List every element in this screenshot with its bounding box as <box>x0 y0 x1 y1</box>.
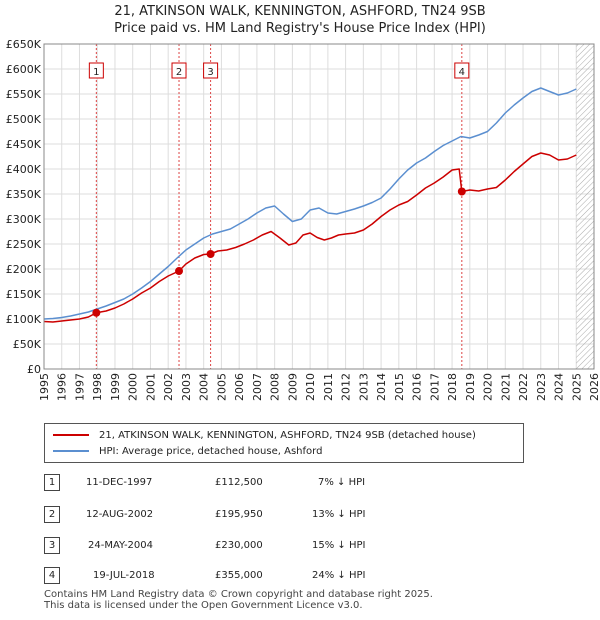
x-tick-label: 2018 <box>446 373 459 401</box>
x-tick-label: 2012 <box>340 373 353 401</box>
sale-point <box>457 187 466 196</box>
x-tick-label: 1998 <box>91 373 104 401</box>
sale-marker-box <box>454 62 470 79</box>
sale-row: 2 12-AUG-2002 £195,950 13% ↓ HPI <box>44 506 464 526</box>
x-tick-label: 2026 <box>588 373 600 401</box>
x-tick-label: 2014 <box>375 373 388 401</box>
x-tick-label: 2007 <box>251 373 264 401</box>
y-tick-label: £650K <box>6 38 42 51</box>
sale-point <box>175 267 184 276</box>
x-tick-label: 2008 <box>269 373 282 401</box>
y-tick-label: £550K <box>6 88 42 101</box>
sale-date: 11-DEC-1997 <box>86 477 153 488</box>
price-chart: 1 2 3 4 £0 £50K £100K £150K £200K £250K £300K £350… <box>6 38 600 401</box>
y-tick-label: £100K <box>6 313 42 326</box>
x-tick-label: 2023 <box>535 373 548 401</box>
chart-subtitle: Price paid vs. HM Land Registry's House … <box>114 21 486 36</box>
sale-marker-label: 4 <box>459 67 465 78</box>
legend-item-hpi: HPI: Average price, detached house, Ashf… <box>53 444 322 458</box>
y-tick-label: £450K <box>6 138 42 151</box>
legend-label-hpi: HPI: Average price, detached house, Ashf… <box>99 445 323 457</box>
sale-number: 1 <box>44 474 60 491</box>
x-tick-label: 2016 <box>411 373 424 401</box>
x-tick-label: 2010 <box>304 373 317 401</box>
sale-hpi-diff: 15% ↓ HPI <box>312 540 366 551</box>
sale-number: 4 <box>44 567 60 584</box>
x-tick-label: 2017 <box>428 373 441 401</box>
chart-legend: 21, ATKINSON WALK, KENNINGTON, ASHFORD, … <box>44 423 524 463</box>
x-tick-label: 2025 <box>570 373 583 401</box>
y-tick-label: £150K <box>6 288 42 301</box>
x-tick-label: 2003 <box>180 373 193 401</box>
x-tick-label: 2022 <box>517 373 530 401</box>
x-tick-label: 2013 <box>357 373 370 401</box>
plot-area <box>44 44 594 369</box>
x-tick-label: 2024 <box>553 373 566 401</box>
y-tick-label: £0 <box>27 363 41 376</box>
y-tick-label: £500K <box>6 113 42 126</box>
x-tick-label: 2009 <box>286 373 299 401</box>
sale-number: 3 <box>44 537 60 554</box>
footer: Contains HM Land Registry data © Crown c… <box>44 589 433 611</box>
sale-marker-label: 1 <box>93 67 99 78</box>
hatched-region <box>576 44 594 369</box>
property-price-line <box>43 152 577 323</box>
sale-point <box>206 250 215 258</box>
x-tick-label: 1999 <box>109 373 122 401</box>
sale-hpi-diff: 7% ↓ HPI <box>318 477 366 488</box>
sale-point <box>92 308 101 317</box>
x-tick-label: 2011 <box>322 373 335 401</box>
sale-marker-box <box>203 62 219 79</box>
x-tick-label: 2002 <box>162 373 175 401</box>
sale-marker-box <box>171 62 187 79</box>
sale-price: £355,000 <box>215 570 263 581</box>
y-tick-label: £350K <box>6 188 42 201</box>
sale-hpi-diff: 24% ↓ HPI <box>312 570 366 581</box>
x-tick-label: 2005 <box>215 373 228 401</box>
sale-price: £230,000 <box>215 540 263 551</box>
y-tick-label: £200K <box>6 263 42 276</box>
x-tick-label: 2001 <box>144 373 157 401</box>
x-tick-label: 1997 <box>73 373 86 401</box>
x-tick-label: 2019 <box>464 373 477 401</box>
y-tick-label: £250K <box>6 238 42 251</box>
y-tick-label: £300K <box>6 213 42 226</box>
hpi-line <box>43 87 577 320</box>
y-tick-label: £400K <box>6 163 42 176</box>
x-tick-label: 2020 <box>482 373 495 401</box>
sale-row: 1 11-DEC-1997 £112,500 7% ↓ HPI <box>44 474 464 494</box>
y-tick-label: £600K <box>6 63 42 76</box>
x-tick-label: 1996 <box>56 373 69 401</box>
sale-row: 3 24-MAY-2004 £230,000 15% ↓ HPI <box>44 537 464 557</box>
x-tick-label: 2021 <box>499 373 512 401</box>
sale-price: £112,500 <box>215 477 263 488</box>
sale-marker-box <box>88 62 104 79</box>
legend-swatch-hpi <box>53 450 89 452</box>
sale-marker-label: 2 <box>176 67 182 78</box>
chart-title: 21, ATKINSON WALK, KENNINGTON, ASHFORD, … <box>114 4 486 19</box>
sale-date: 24-MAY-2004 <box>88 540 154 551</box>
legend-label-property: 21, ATKINSON WALK, KENNINGTON, ASHFORD, … <box>99 429 476 441</box>
sale-hpi-diff: 13% ↓ HPI <box>312 509 366 520</box>
sale-marker-label: 3 <box>207 67 213 78</box>
axis-frame <box>43 43 595 370</box>
sale-date: 19-JUL-2018 <box>93 570 155 581</box>
sale-date: 12-AUG-2002 <box>86 509 154 520</box>
sale-price: £195,950 <box>215 509 263 520</box>
legend-item-property: 21, ATKINSON WALK, KENNINGTON, ASHFORD, … <box>53 428 476 442</box>
sale-row: 4 19-JUL-2018 £355,000 24% ↓ HPI <box>44 567 464 587</box>
legend-swatch-property <box>53 434 89 436</box>
footer-copyright: Contains HM Land Registry data © Crown c… <box>44 589 433 600</box>
sale-number: 2 <box>44 506 60 523</box>
x-tick-label: 2015 <box>393 373 406 401</box>
x-tick-label: 2004 <box>198 373 211 401</box>
footer-license: This data is licensed under the Open Gov… <box>44 600 363 611</box>
x-tick-label: 2006 <box>233 373 246 401</box>
x-tick-label: 1995 <box>38 373 51 401</box>
y-tick-label: £50K <box>13 338 42 351</box>
x-tick-label: 2000 <box>127 373 140 401</box>
